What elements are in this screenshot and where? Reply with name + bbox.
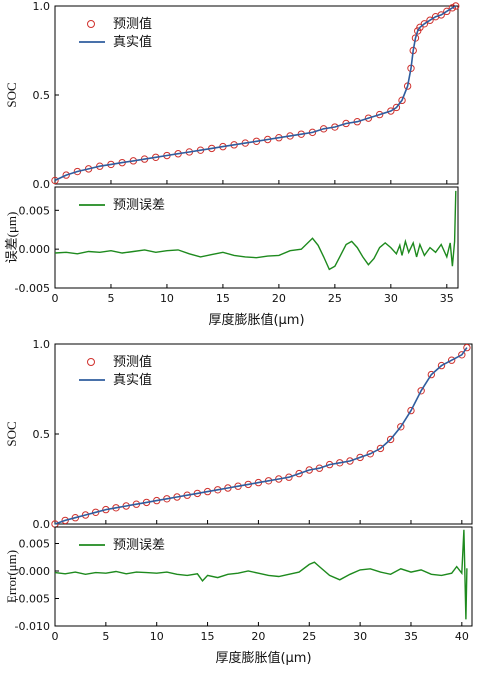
y-tick-label: 0.005 (19, 538, 51, 551)
predicted-point (437, 361, 446, 370)
predicted-point (61, 516, 69, 525)
y-axis-label: 误差(μm) (4, 212, 19, 264)
predicted-point (386, 435, 395, 444)
y-tick-label: 0.5 (33, 428, 51, 441)
predicted-point (447, 356, 456, 364)
predicted-point (427, 370, 436, 379)
x-tick-label: 20 (251, 630, 265, 643)
x-tick-label: 35 (404, 630, 418, 643)
plot-frame (54, 343, 473, 525)
predicted-point (416, 23, 424, 32)
y-tick-label: 0.000 (19, 565, 51, 578)
x-tick-label: 30 (384, 292, 398, 305)
y-tick-label: 0.5 (33, 89, 51, 102)
true-value-line (54, 5, 457, 182)
x-tick-label: 25 (302, 630, 316, 643)
legend-label: 预测值 (113, 16, 152, 32)
legend-label: 预测误差 (113, 538, 165, 553)
legend-marker-predicted (87, 358, 95, 366)
error-line (54, 529, 468, 620)
x-tick-label: 10 (150, 630, 164, 643)
y-axis-label: SOC (4, 82, 19, 107)
plot-frame (54, 526, 473, 627)
predicted-point (437, 11, 445, 19)
x-tick-label: 30 (353, 630, 367, 643)
x-tick-label: 5 (102, 630, 109, 643)
x-tick-label: 15 (201, 630, 215, 643)
x-tick-label: 15 (216, 292, 230, 305)
x-axis-label: 厚度膨胀值(μm) (215, 650, 311, 666)
predicted-point (407, 406, 415, 415)
legend-label: 真实值 (113, 34, 152, 50)
legend-label: 真实值 (113, 372, 152, 388)
y-tick-label: 0.0 (33, 518, 51, 531)
predicted-point (62, 171, 70, 179)
predicted-point (91, 508, 100, 516)
error-line (54, 190, 457, 271)
predicted-point (387, 107, 395, 115)
y-tick-label: 1.0 (33, 0, 51, 13)
x-tick-label: 20 (272, 292, 286, 305)
legend-label: 预测值 (113, 354, 152, 370)
predicted-point (376, 444, 385, 453)
predicted-point (364, 114, 373, 122)
y-axis-label: SOC (4, 421, 19, 446)
predicted-point (392, 103, 401, 112)
x-tick-label: 35 (440, 292, 454, 305)
plot-frame (54, 186, 459, 289)
y-tick-label: 0.000 (19, 243, 51, 256)
predicted-point (295, 469, 303, 478)
predicted-point (458, 351, 466, 359)
true-value-line (54, 347, 468, 525)
predicted-point (81, 511, 90, 519)
predicted-point (375, 110, 384, 119)
x-tick-label: 40 (455, 630, 469, 643)
y-tick-label: 0.0 (33, 178, 51, 191)
predicted-point (417, 387, 425, 395)
predicted-point (51, 176, 59, 185)
legend-label: 预测误差 (113, 198, 165, 213)
predicted-point (398, 96, 406, 105)
predicted-point (443, 7, 451, 16)
y-tick-label: -0.005 (15, 593, 50, 606)
x-tick-label: 0 (52, 630, 59, 643)
predicted-point (71, 514, 80, 522)
y-tick-label: 1.0 (33, 338, 51, 351)
x-tick-label: 0 (52, 292, 59, 305)
predicted-point (397, 423, 405, 431)
y-tick-label: -0.010 (15, 620, 50, 633)
plot-frame (54, 5, 459, 185)
predicted-point (420, 20, 429, 28)
x-tick-label: 10 (160, 292, 174, 305)
x-axis-label: 厚度膨胀值(μm) (208, 312, 304, 328)
predicted-point (356, 453, 364, 462)
y-axis-label: Error(μm) (4, 550, 19, 603)
y-tick-label: 0.005 (19, 204, 51, 217)
legend-marker-predicted (87, 20, 95, 28)
predicted-point (463, 343, 471, 352)
y-tick-label: -0.005 (15, 282, 50, 295)
predicted-point (366, 450, 374, 458)
x-tick-label: 5 (107, 292, 114, 305)
predicted-point (426, 16, 434, 24)
x-tick-label: 25 (328, 292, 342, 305)
predicted-point (452, 2, 460, 10)
